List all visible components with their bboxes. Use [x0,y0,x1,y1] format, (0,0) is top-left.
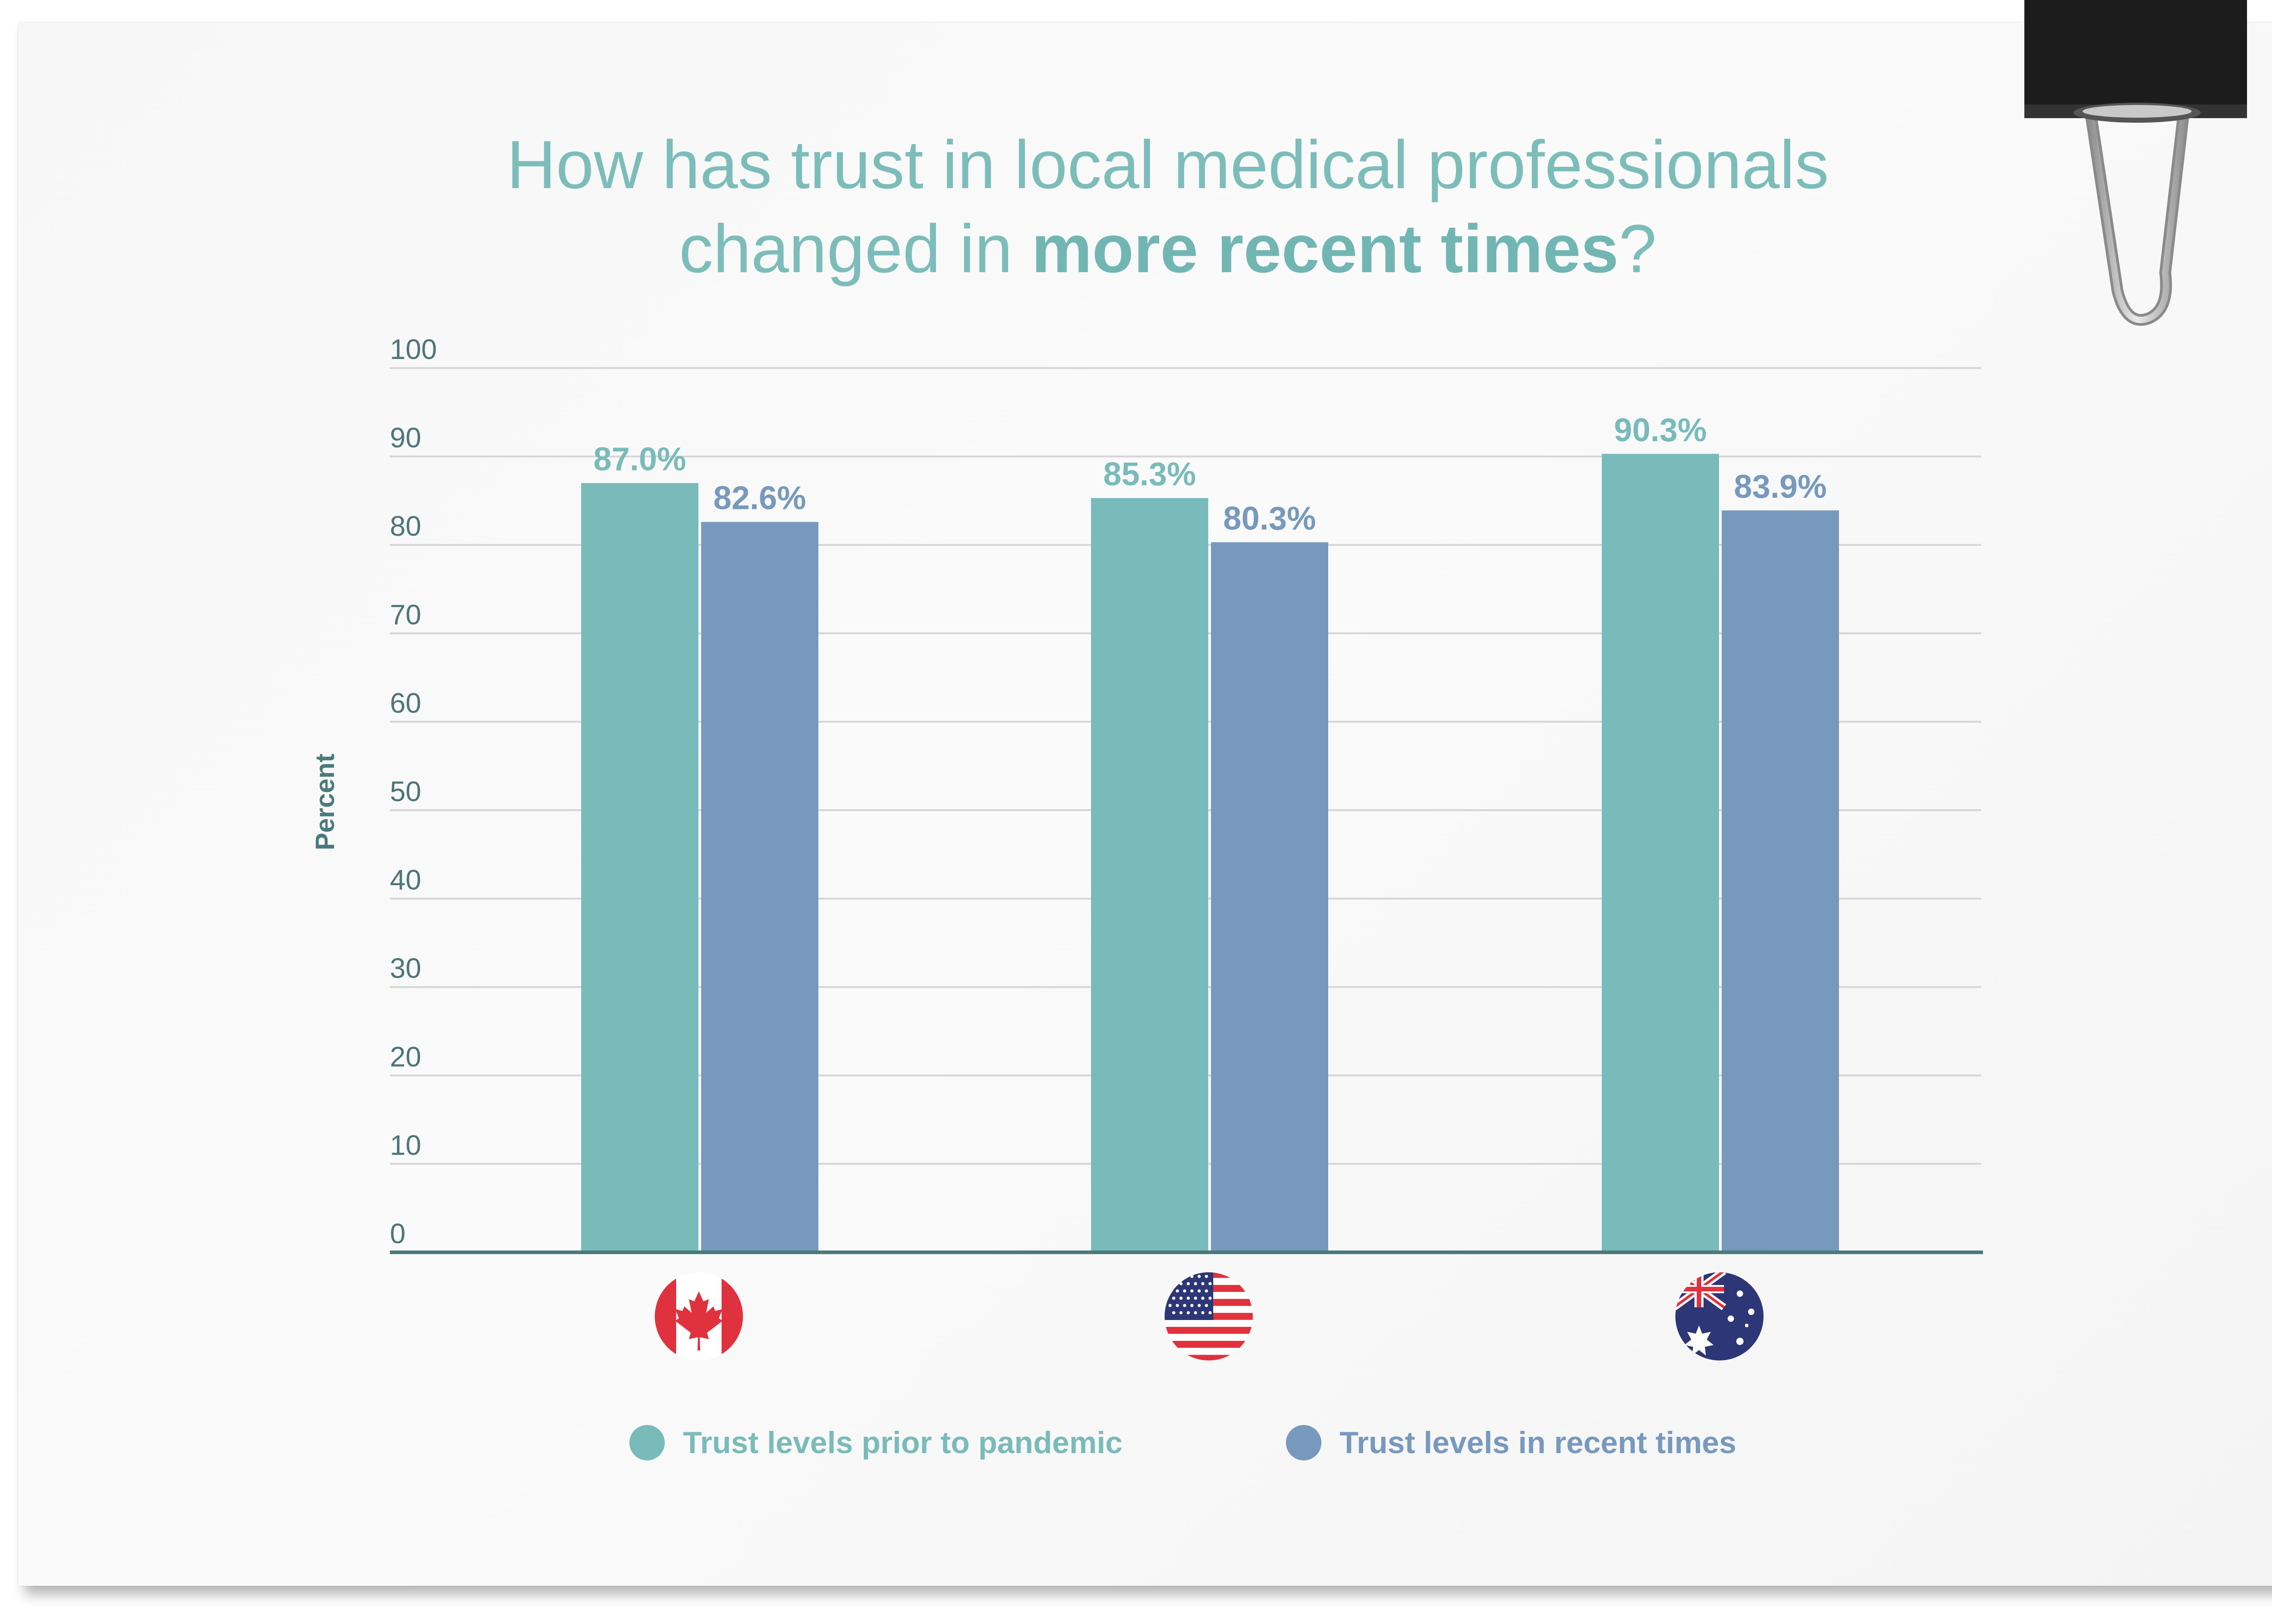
title-emphasis: more recent times [1031,210,1619,287]
legend-item-prior: Trust levels prior to pandemic [629,1418,1122,1468]
y-tick-label: 70 [390,599,421,631]
y-tick-label: 30 [390,953,421,984]
y-tick-label: 0 [390,1218,405,1250]
legend-item-recent: Trust levels in recent times [1286,1418,1736,1468]
chart-title: How has trust in local medical professio… [273,123,2063,291]
y-axis-ticks: 0 10 20 30 40 50 60 70 80 90 100 [390,334,437,1250]
australia-flag-icon [1675,1272,1764,1360]
y-tick-label: 80 [390,511,421,542]
legend-swatch-prior [629,1425,665,1460]
data-label: 82.6% [713,480,806,517]
bars [581,453,1839,1253]
usa-flag-icon [1165,1272,1253,1360]
y-tick-label: 40 [390,865,421,896]
data-label: 87.0% [593,441,686,478]
bar [1091,498,1208,1252]
bar [1602,453,1719,1253]
legend-label-prior: Trust levels prior to pandemic [683,1425,1123,1460]
data-labels: 87.0% 82.6% 85.3% 80.3% 90.3% 83.9% [593,412,1827,537]
y-tick-label: 20 [390,1041,421,1073]
y-tick-label: 100 [390,334,437,365]
title-line-2-start: changed in [679,210,1031,287]
y-tick-label: 60 [390,687,421,719]
data-label: 80.3% [1223,500,1316,537]
bar [1211,542,1328,1252]
legend-swatch-recent [1286,1425,1321,1460]
data-label: 83.9% [1734,468,1827,505]
data-label: 90.3% [1614,412,1707,448]
y-tick-label: 10 [390,1130,421,1161]
canada-flag-icon [655,1272,743,1360]
y-tick-label: 90 [390,423,421,454]
title-line-2-end: ? [1619,210,1657,287]
data-label: 85.3% [1103,456,1196,493]
binder-clip-icon [2024,0,2247,326]
bar [581,483,698,1252]
y-axis-label: Percent [310,754,340,851]
title-line-1: How has trust in local medical professio… [507,126,1829,203]
category-flags [655,1272,1764,1360]
y-tick-label: 50 [390,776,421,807]
bar [701,522,818,1252]
title-line-2: changed in more recent times? [273,207,2063,291]
bar [1722,510,1839,1252]
legend-label-recent: Trust levels in recent times [1340,1425,1737,1460]
